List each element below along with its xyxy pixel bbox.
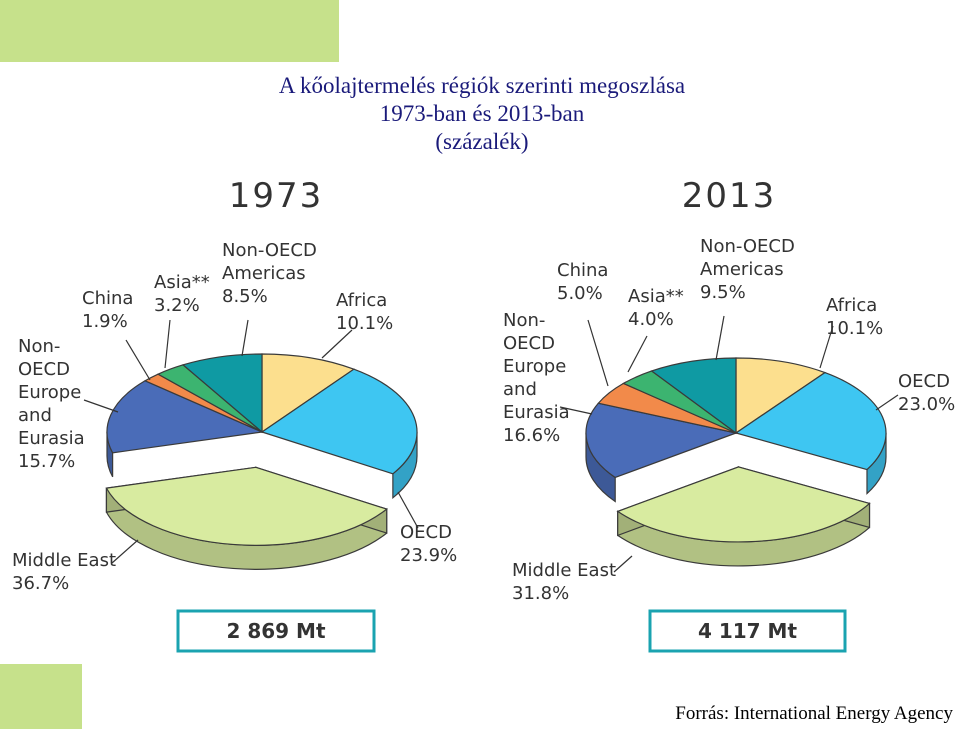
pie-slice-non-oecd-americas xyxy=(650,357,737,435)
source-note: Forrás: International Energy Agency xyxy=(675,703,953,724)
leader-line-middle-east xyxy=(613,555,633,573)
total-box xyxy=(648,609,847,653)
pie-slice-africa xyxy=(735,357,827,435)
data-label-china: China 5.0% xyxy=(557,260,608,304)
pie-year-title: 2013 xyxy=(682,176,777,216)
leader-line-africa xyxy=(819,325,834,369)
pie-1973: 1973 Africa 10.1% OECD 23.9% Middle East 36.7%… xyxy=(12,176,457,653)
data-label-non-oecd-europe-and-eurasia: Non-OECD Europe and Eurasia 16.6% xyxy=(503,310,570,446)
leader-line-non-oecd-europe-and-eurasia xyxy=(83,399,119,413)
data-label-asia: Asia** 4.0% xyxy=(628,286,684,330)
leader-line-middle-east xyxy=(111,539,139,564)
leader-line-oecd xyxy=(397,491,419,529)
data-label-africa: Africa 10.1% xyxy=(336,290,393,334)
pie-slice-non-oecd-europe-and-eurasia xyxy=(585,402,739,479)
corner-accent-bottom-left xyxy=(0,664,82,729)
title-line-3: (százalék) xyxy=(435,129,529,154)
total-box xyxy=(176,609,376,653)
pie-slice-oecd xyxy=(260,368,418,475)
leader-line-non-oecd-europe-and-eurasia xyxy=(559,406,593,415)
pie-2013: 2013 Africa 10.1% OECD 23.0% Middle East 31.8%… xyxy=(503,176,955,653)
data-label-china: China 1.9% xyxy=(82,288,133,332)
pie-slice-middle-east xyxy=(105,466,388,546)
pie-slice-non-oecd-europe-and-eurasia xyxy=(106,380,265,454)
total-value: 2 869 Mt xyxy=(226,619,325,643)
leader-line-china xyxy=(125,339,151,381)
pie-slice-africa xyxy=(261,353,356,434)
leader-line-asia xyxy=(164,319,171,369)
data-label-non-oecd-europe-and-eurasia: Non-OECD Europe and Eurasia 15.7% xyxy=(18,336,85,472)
leader-line-oecd xyxy=(875,394,899,411)
total-value: 4 117 Mt xyxy=(698,619,797,643)
pie-year-title: 1973 xyxy=(229,176,324,216)
data-label-middle-east: Middle East 31.8% xyxy=(512,560,616,604)
pie-slice-middle-east xyxy=(616,466,871,543)
data-label-non-oecd-americas: Non-OECD Americas 9.5% xyxy=(700,236,795,303)
data-label-africa: Africa 10.1% xyxy=(826,295,883,339)
title-line-2: 1973-ban és 2013-ban xyxy=(379,101,585,126)
leader-line-non-oecd-americas xyxy=(241,319,249,357)
leader-line-china xyxy=(587,319,609,387)
leader-line-non-oecd-americas xyxy=(715,315,725,361)
corner-accent-top-left xyxy=(0,0,339,62)
data-label-asia: Asia** 3.2% xyxy=(154,272,210,316)
data-label-non-oecd-americas: Non-OECD Americas 8.5% xyxy=(222,240,317,307)
leader-line-africa xyxy=(321,329,353,359)
data-label-middle-east: Middle East 36.7% xyxy=(12,550,116,594)
pie-slice-non-oecd-americas xyxy=(181,353,263,434)
leader-line-asia xyxy=(627,335,648,373)
title-line-1: A kőolajtermelés régiók szerinti megoszl… xyxy=(278,73,686,98)
pie-slice-oecd xyxy=(734,371,887,471)
data-label-oecd: OECD 23.9% xyxy=(400,522,457,566)
data-label-oecd: OECD 23.0% xyxy=(898,371,955,415)
slide-title: A kőolajtermelés régiók szerinti megoszl… xyxy=(0,72,959,156)
